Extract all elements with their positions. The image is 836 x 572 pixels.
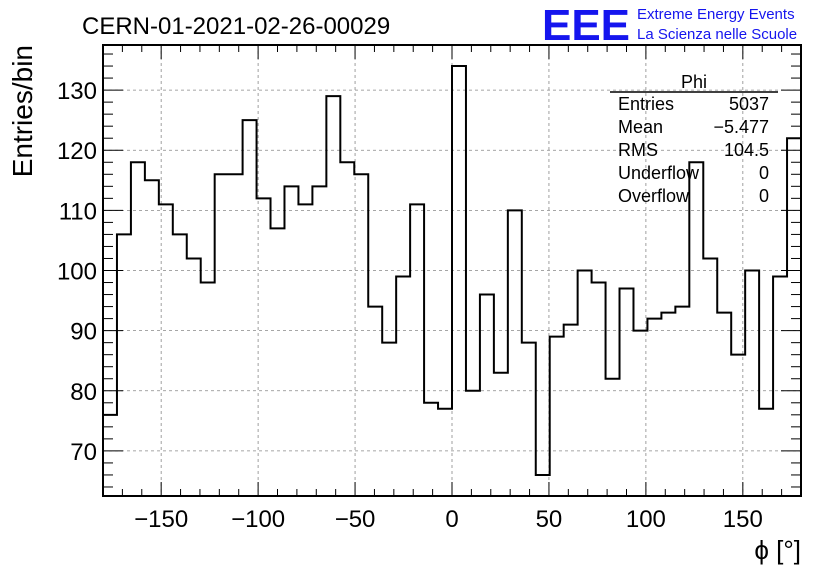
histogram-bin: [340, 162, 354, 496]
histogram-bin: [229, 174, 243, 496]
histogram-bin: [257, 198, 271, 496]
x-tick-label: 0: [445, 506, 458, 533]
stats-rms-label: RMS: [618, 140, 658, 160]
histogram-bin: [787, 138, 801, 496]
histogram-bin: [633, 331, 647, 496]
y-tick-label: 90: [70, 319, 97, 346]
histogram-bin: [508, 210, 522, 496]
stats-underflow-value: 0: [759, 163, 769, 183]
histogram-outline: [103, 65, 801, 476]
histogram-bin: [103, 415, 117, 496]
logo-line-1: Extreme Energy Events: [637, 6, 795, 23]
histogram-bin: [298, 204, 312, 496]
stats-mean-value: −5.477: [713, 117, 769, 137]
histogram-bin: [438, 409, 452, 496]
histogram-bin: [326, 96, 340, 496]
y-axis-label: Entries/bin: [7, 45, 38, 177]
histogram-bin: [592, 283, 606, 496]
histogram-bin: [550, 337, 564, 496]
stats-overflow-value: 0: [759, 186, 769, 206]
chart-title: CERN-01-2021-02-26-00029: [82, 13, 390, 40]
histogram-bin: [661, 313, 675, 496]
x-tick-label: −150: [134, 506, 188, 533]
histogram-bin: [675, 307, 689, 496]
histogram-bin: [759, 409, 773, 496]
histogram-bin: [522, 343, 536, 496]
x-tick-label: 50: [536, 506, 563, 533]
stats-rms-value: 104.5: [724, 140, 769, 160]
histogram-bin: [159, 204, 173, 496]
histogram-bin: [187, 258, 201, 496]
histogram-bin: [312, 186, 326, 496]
stats-entries-value: 5037: [729, 94, 769, 114]
x-axis-label: ϕ [°]: [754, 535, 801, 565]
histogram-bin: [606, 379, 620, 496]
histogram-bin: [131, 162, 145, 496]
histogram-bin: [452, 66, 466, 496]
x-tick-label: 100: [626, 506, 666, 533]
histogram-bin: [354, 174, 368, 496]
histogram-bin: [773, 277, 787, 496]
histogram-bin: [564, 325, 578, 496]
stats-title: Phi: [681, 72, 707, 92]
y-tick-label: 100: [57, 259, 97, 286]
histogram-bin: [396, 277, 410, 496]
y-tick-label: 120: [57, 138, 97, 165]
histogram-bin: [368, 307, 382, 496]
histogram-bin: [243, 120, 257, 496]
stats-underflow-label: Underflow: [618, 163, 700, 183]
stats-entries-label: Entries: [618, 94, 674, 114]
logo-line-2: La Scienza nelle Scuole: [637, 26, 797, 43]
histogram-bin: [284, 186, 298, 496]
histogram-bin: [717, 313, 731, 496]
histogram-bin: [494, 373, 508, 496]
stats-overflow-label: Overflow: [618, 186, 690, 206]
logo-mark: EEE: [542, 1, 630, 50]
histogram-bin: [215, 174, 229, 496]
histogram-bin: [647, 319, 661, 496]
y-tick-label: 80: [70, 379, 97, 406]
histogram-bin: [745, 271, 759, 497]
histogram-bin: [201, 283, 215, 496]
eee-logo: EEE Extreme Energy Events La Scienza nel…: [542, 1, 797, 50]
x-tick-label: −100: [231, 506, 285, 533]
histogram-bin: [410, 204, 424, 496]
histogram-bin: [424, 403, 438, 496]
histogram-bin: [382, 343, 396, 496]
y-tick-label: 70: [70, 439, 97, 466]
histogram-bin: [173, 234, 187, 496]
histogram-bin: [466, 391, 480, 496]
histogram-bin: [145, 180, 159, 496]
y-tick-label: 110: [59, 198, 97, 225]
histogram-bin: [578, 271, 592, 497]
histogram-bin: [731, 355, 745, 496]
y-tick-label: 130: [57, 78, 97, 105]
x-tick-label: −50: [335, 506, 376, 533]
histogram-bin: [620, 289, 634, 496]
x-tick-label: 150: [723, 506, 763, 533]
histogram-bin: [536, 475, 550, 496]
y-axis-ticks: 70 80 90 100 110 120 130: [57, 53, 801, 488]
x-axis-ticks: −150 −100 −50 0 50 100 150: [121, 45, 783, 533]
histogram-bin: [480, 295, 494, 496]
stats-mean-label: Mean: [618, 117, 663, 137]
stats-box: Phi Entries 5037 Mean −5.477 RMS 104.5 U…: [610, 72, 778, 206]
histogram-bin: [271, 228, 285, 496]
histogram-bin: [703, 258, 717, 496]
histogram-bin: [689, 162, 703, 496]
plot-frame: [102, 44, 802, 497]
histogram-bin: [117, 234, 131, 496]
